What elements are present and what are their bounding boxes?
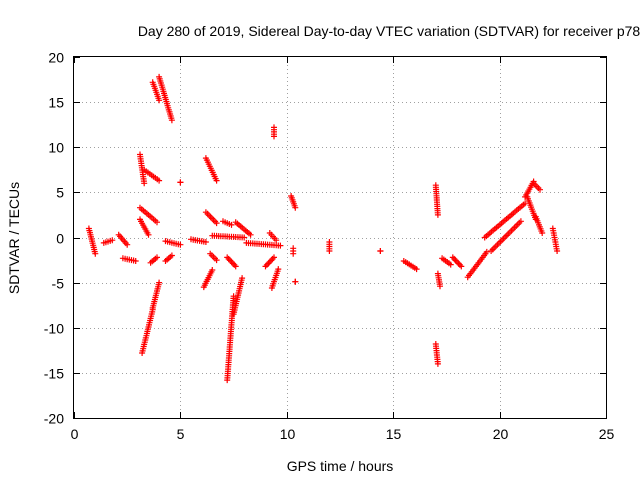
y-tick-label: 20 [48, 50, 64, 66]
data-point [434, 360, 441, 367]
x-tick-label: 10 [280, 426, 296, 442]
data-point [209, 267, 216, 273]
y-tick-label: 10 [48, 140, 64, 156]
data-point [177, 241, 184, 248]
data-point [230, 293, 237, 300]
data-point [232, 263, 239, 270]
data-point [213, 257, 220, 264]
x-axis-label: GPS time / hours [287, 458, 394, 474]
data-point [109, 237, 116, 244]
y-tick-label: 5 [56, 185, 64, 201]
data-point [156, 97, 163, 104]
data-point [539, 230, 546, 236]
plot-frame [73, 56, 607, 419]
data-point [145, 231, 152, 238]
y-tick-label: -10 [44, 321, 64, 337]
data-point [156, 279, 163, 286]
data-point [241, 234, 248, 241]
data-point [177, 179, 184, 186]
grid [74, 57, 606, 418]
data-point [141, 180, 148, 187]
data-point [132, 258, 139, 264]
data-point [213, 220, 220, 227]
data-point [247, 231, 254, 238]
data-point [537, 186, 543, 193]
data-point [154, 219, 160, 226]
y-tick-label: 15 [48, 95, 64, 111]
data-point [292, 278, 299, 285]
axis-ticks: 0 5 10 15 20 25 -20 -15 -10 -5 0 5 10 15 20 [44, 50, 615, 443]
data-point [277, 242, 284, 249]
data-point [434, 211, 441, 218]
y-tick-label: -5 [52, 276, 65, 292]
data-point [213, 177, 220, 184]
data-point [168, 117, 175, 124]
x-tick-label: 5 [177, 426, 185, 442]
data-point [124, 241, 131, 248]
data-point [239, 275, 246, 282]
data-point [326, 248, 333, 254]
data-point [437, 283, 443, 290]
y-tick-label: 0 [56, 231, 64, 247]
x-tick-label: 20 [493, 426, 509, 442]
data-point [290, 250, 297, 257]
y-axis-label: SDTVAR / TECUs [6, 182, 22, 294]
data-point [271, 133, 277, 140]
data-point [273, 237, 280, 244]
x-tick-label: 0 [71, 426, 79, 442]
data-point [292, 204, 299, 211]
data-point [517, 218, 524, 225]
data-point [92, 250, 99, 257]
data-point [377, 248, 384, 254]
data-point [447, 261, 454, 268]
data-point [413, 266, 420, 273]
data-point [554, 248, 561, 254]
data-point [271, 254, 277, 261]
y-tick-label: -20 [44, 411, 64, 427]
y-tick-label: -15 [44, 366, 64, 382]
data-point [156, 177, 163, 184]
data-point [228, 221, 235, 228]
data-point [154, 254, 160, 261]
x-tick-label: 25 [599, 426, 615, 442]
x-tick-label: 15 [386, 426, 402, 442]
data-point [275, 266, 282, 273]
chart-title: Day 280 of 2019, Sidereal Day-to-day VTE… [138, 23, 640, 39]
data-marks [85, 73, 561, 384]
data-point [202, 239, 209, 245]
data-point [458, 263, 465, 270]
data-point [168, 252, 175, 259]
data-point [483, 248, 490, 255]
